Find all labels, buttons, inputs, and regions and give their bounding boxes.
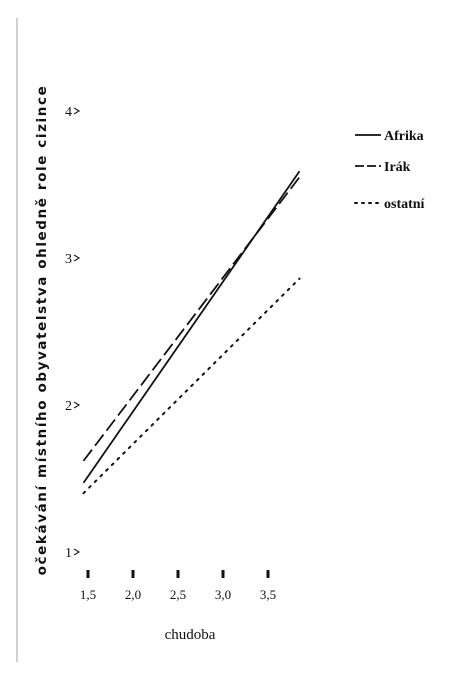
x-tick-label: 3,0 <box>215 587 231 602</box>
legend: Afrika Irák ostatní <box>354 129 426 212</box>
y-tick-mark <box>73 401 81 409</box>
y-tick-label: 3 <box>65 252 72 267</box>
y-tick-label: 2 <box>65 399 72 414</box>
x-axis-label: chudoba <box>165 627 216 643</box>
x-tick-label: 2,5 <box>170 587 186 602</box>
y-axis-label: očekávání místního obyvatelstva ohledně … <box>34 85 50 576</box>
x-tick-label: 2,0 <box>125 587 141 602</box>
y-ticks: 1 2 3 4 <box>65 105 81 561</box>
legend-label-irák: Irák <box>384 160 411 175</box>
y-tick-mark <box>73 107 81 115</box>
y-tick-label: 1 <box>65 546 72 561</box>
x-tick-label: 3,5 <box>260 587 276 602</box>
series-line-ostatní <box>82 277 301 495</box>
series-line-irák <box>82 176 301 462</box>
y-tick-mark <box>73 254 81 262</box>
legend-label-afrika: Afrika <box>384 129 424 144</box>
y-tick-mark <box>73 548 81 556</box>
series-line-afrika <box>82 170 301 484</box>
x-tick-label: 1,5 <box>80 587 96 602</box>
x-ticks: 1,5 2,0 2,5 3,0 3,5 <box>80 570 276 602</box>
y-tick-label: 4 <box>65 105 72 120</box>
legend-label-ostatní: ostatní <box>384 197 426 212</box>
series-layer <box>82 170 301 495</box>
